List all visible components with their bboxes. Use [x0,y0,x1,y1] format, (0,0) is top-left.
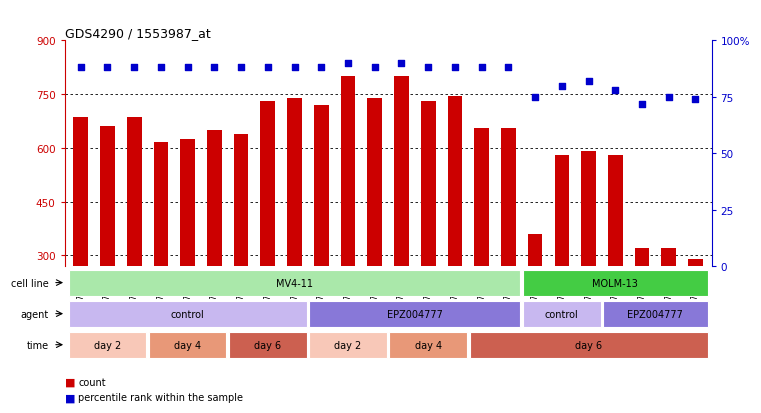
Text: GDS4290 / 1553987_at: GDS4290 / 1553987_at [65,27,211,40]
Bar [523,301,600,327]
Point [582,78,594,85]
Bar [528,234,543,266]
Bar [73,118,88,266]
Text: day 2: day 2 [94,340,121,350]
Text: day 2: day 2 [334,340,361,350]
Bar [635,249,649,266]
Text: cell line: cell line [11,278,49,288]
Bar [603,301,708,327]
Text: MOLM-13: MOLM-13 [592,278,638,288]
Text: day 4: day 4 [174,340,201,350]
Point [182,65,194,71]
Point [288,65,301,71]
Text: time: time [27,340,49,350]
Text: EPZ004777: EPZ004777 [628,309,683,319]
Text: EPZ004777: EPZ004777 [387,309,443,319]
Bar [287,98,302,266]
Bar [523,270,708,296]
Bar [421,102,435,266]
Text: count: count [78,377,106,387]
Text: ■: ■ [65,377,75,387]
Bar [394,77,409,266]
Point [610,88,622,94]
Bar [501,129,516,266]
Point [529,94,541,101]
Bar [309,332,387,358]
Point [449,65,461,71]
Point [209,65,221,71]
Bar [474,129,489,266]
Bar [470,332,708,358]
Bar [68,301,307,327]
Text: day 6: day 6 [575,340,602,350]
Point [476,65,488,71]
Bar [608,156,622,266]
Text: MV4-11: MV4-11 [276,278,313,288]
Point [342,61,354,67]
Bar [260,102,275,266]
Point [502,65,514,71]
Bar [314,106,329,266]
Point [128,65,140,71]
Bar [581,152,596,266]
Point [101,65,113,71]
Bar [180,140,195,266]
Text: control: control [545,309,578,319]
Bar [688,259,703,266]
Bar [149,332,227,358]
Point [262,65,274,71]
Text: ■: ■ [65,392,75,402]
Point [422,65,435,71]
Point [154,65,167,71]
Bar [368,98,382,266]
Point [368,65,380,71]
Bar [100,127,115,266]
Text: control: control [170,309,205,319]
Bar [661,249,676,266]
Bar [207,131,221,266]
Bar [229,332,307,358]
Bar [309,301,521,327]
Bar [68,270,521,296]
Text: percentile rank within the sample: percentile rank within the sample [78,392,244,402]
Point [396,61,408,67]
Bar [390,332,467,358]
Point [556,83,568,90]
Text: day 4: day 4 [415,340,442,350]
Point [315,65,327,71]
Text: agent: agent [21,309,49,319]
Text: day 6: day 6 [254,340,282,350]
Bar [341,77,355,266]
Bar [234,134,248,266]
Point [235,65,247,71]
Bar [447,97,462,266]
Point [663,94,675,101]
Bar [68,332,146,358]
Point [636,101,648,108]
Bar [555,156,569,266]
Point [75,65,87,71]
Bar [154,143,168,266]
Point [689,97,702,103]
Bar [127,118,142,266]
